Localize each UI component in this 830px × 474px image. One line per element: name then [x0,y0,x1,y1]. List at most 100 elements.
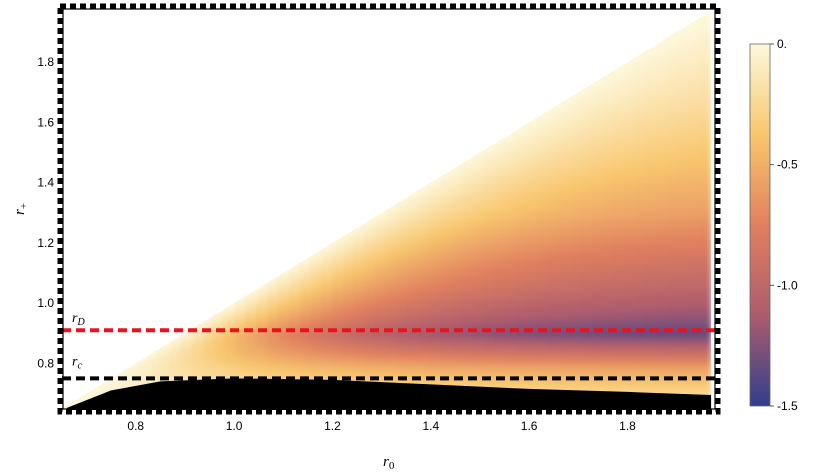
heatmap-cell [331,204,344,212]
heatmap-cell [580,386,593,394]
heatmap-cell [580,84,593,92]
heatmap-cell [548,170,561,177]
heatmap-cell [104,363,117,371]
heatmap-cell [580,329,593,337]
heatmap-cell [494,238,507,246]
heatmap-cell [137,192,150,200]
heatmap-cell [169,21,182,29]
heatmap-cell [526,67,539,75]
heatmap-cell [429,289,442,297]
heatmap-cell [688,215,701,223]
heatmap-cell [580,50,593,58]
heatmap-cell [580,284,593,291]
heatmap-cell [83,56,95,63]
heatmap-cell [169,44,182,52]
heatmap-cell [104,153,117,160]
heatmap-cell [569,141,582,149]
heatmap-cell [331,324,344,331]
heatmap-cell [299,141,312,149]
heatmap-cell [602,369,615,377]
heatmap-cell [537,289,550,297]
heatmap-cell [353,278,366,286]
heatmap-cell [515,312,528,320]
heatmap-cell [569,67,582,75]
heatmap-cell [450,352,463,360]
heatmap-cell [277,301,290,308]
heatmap-cell [72,170,85,177]
heatmap-cell [699,158,712,166]
heatmap-cell [656,261,669,269]
heatmap-cell [450,158,463,166]
heatmap-cell [202,301,214,308]
heatmap-cell [180,170,193,177]
heatmap-cell [429,164,442,172]
heatmap-cell [342,113,355,120]
heatmap-cell [202,90,214,98]
heatmap-cell [472,96,485,103]
heatmap-cell [375,221,388,229]
heatmap-cell [202,324,214,331]
heatmap-cell [440,221,452,229]
heatmap-cell [83,170,95,177]
heatmap-cell [169,181,182,189]
heatmap-cell [505,84,517,92]
heatmap-cell [418,78,431,86]
colorbar-tick-label: -0.5 [777,158,798,172]
heatmap-cell [288,232,301,240]
heatmap-cell [602,124,615,132]
heatmap-cell [569,238,582,246]
heatmap-cell [277,295,290,303]
heatmap-cell [450,232,463,240]
heatmap-cell [461,278,474,286]
heatmap-cell [126,187,139,194]
heatmap-cell [310,124,323,132]
heatmap-cell [472,141,485,149]
heatmap-cell [688,284,701,291]
heatmap-cell [256,27,269,35]
heatmap-cell [645,124,658,132]
heatmap-cell [559,27,571,35]
heatmap-cell [396,135,409,143]
heatmap-cell [310,301,323,308]
heatmap-cell [515,352,528,360]
heatmap-cell [321,21,333,29]
heatmap-cell [634,204,647,212]
heatmap-cell [472,255,485,263]
heatmap-cell [299,73,312,80]
heatmap-cell [169,204,182,212]
heatmap-cell [580,67,593,75]
heatmap-cell [234,187,247,194]
heatmap-cell [472,381,485,388]
heatmap-cell [72,27,85,35]
heatmap-cell [191,363,204,371]
heatmap-cell [148,44,160,52]
heatmap-cell [115,16,128,23]
heatmap-cell [310,175,323,183]
heatmap-cell [169,101,182,109]
heatmap-cell [245,33,258,41]
heatmap-cell [515,164,528,172]
heatmap-cell [418,84,431,92]
heatmap-cell [569,198,582,206]
heatmap-cell [267,50,279,58]
heatmap-cell [245,141,258,149]
heatmap-cell [526,312,539,320]
heatmap-cell [169,135,182,143]
heatmap-cell [396,84,409,92]
heatmap-cell [180,67,193,75]
heatmap-cell [212,249,225,257]
heatmap-cell [624,341,636,348]
heatmap-cell [699,181,712,189]
heatmap-cell [72,107,85,115]
heatmap-cell [667,289,680,297]
heatmap-cell [396,335,409,343]
heatmap-cell [137,181,150,189]
heatmap-cell [580,164,593,172]
heatmap-cell [148,295,160,303]
heatmap-cell [115,90,128,98]
heatmap-cell [72,78,85,86]
heatmap-cell [591,301,604,308]
heatmap-cell [526,244,539,251]
heatmap-cell [299,147,312,155]
heatmap-cell [212,124,225,132]
